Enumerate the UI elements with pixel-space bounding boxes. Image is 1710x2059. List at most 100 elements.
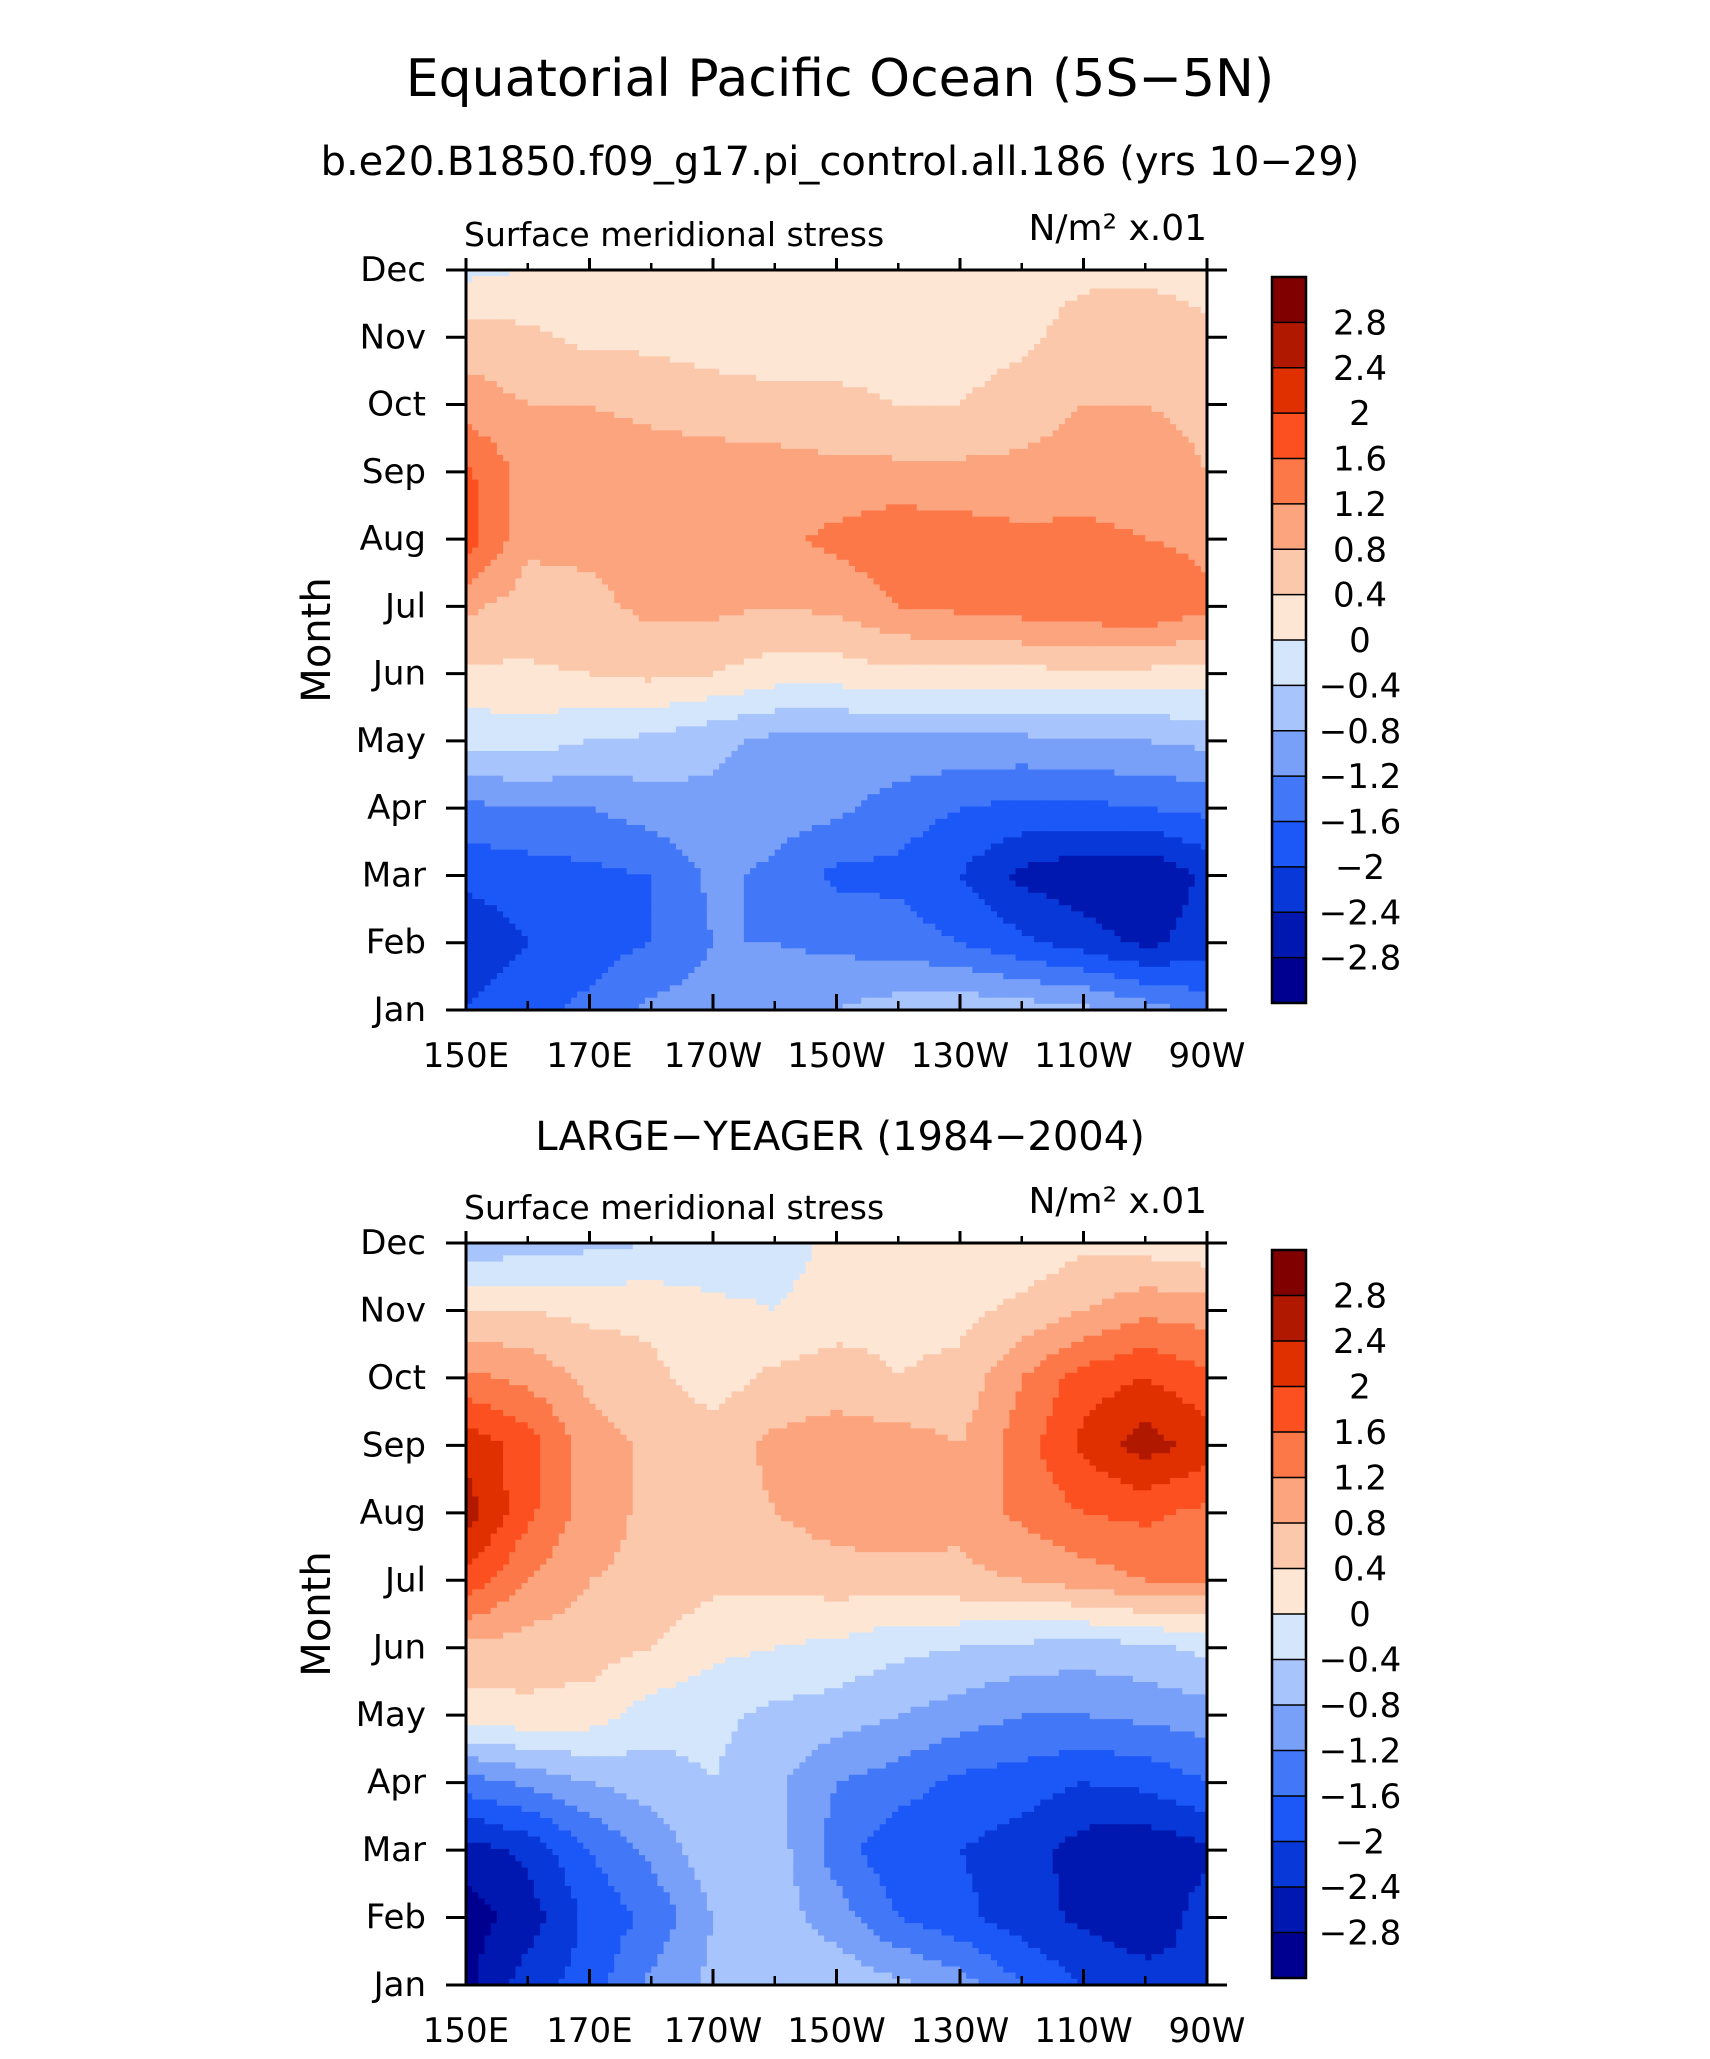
colorbar-swatch: [1272, 1477, 1306, 1524]
colorbar-swatch: [1272, 957, 1306, 1004]
colorbar-swatch: [1272, 866, 1306, 913]
colorbar-label: −2.8: [1319, 939, 1402, 979]
colorbar-label: −2.8: [1319, 1914, 1402, 1954]
x-tick-label: 90W: [1169, 2011, 1246, 2051]
colorbar-swatch: [1272, 730, 1306, 777]
colorbar-label: 1.2: [1333, 1459, 1387, 1499]
colorbar-label: −2.4: [1319, 893, 1402, 933]
colorbar-swatch: [1272, 1841, 1306, 1888]
colorbar-swatch: [1272, 1887, 1306, 1933]
x-tick-label: 110W: [1034, 1036, 1133, 1076]
y-axis-label: Month: [294, 577, 340, 702]
colorbar-label: 0.8: [1333, 530, 1387, 570]
colorbar-swatch: [1272, 1614, 1306, 1660]
colorbar-swatch: [1272, 685, 1306, 732]
contour-field: [466, 270, 1207, 1010]
colorbar-swatch: [1272, 1796, 1306, 1842]
colorbar-swatch: [1272, 277, 1306, 323]
y-tick-label: May: [356, 721, 426, 761]
colorbar-label: 2.4: [1333, 1322, 1387, 1362]
colorbar-swatch: [1272, 549, 1306, 596]
y-tick-label: Sep: [362, 452, 426, 492]
y-tick-label: Jul: [383, 1560, 426, 1600]
x-tick-label: 110W: [1034, 2011, 1133, 2051]
panel-left-label: Surface meridional stress: [464, 1188, 884, 1227]
colorbar-label: −2: [1335, 1823, 1385, 1863]
x-tick-label: 170E: [546, 1036, 632, 1076]
colorbar-swatch: [1272, 1568, 1306, 1615]
colorbar-swatch: [1272, 640, 1306, 686]
panel-2: LARGE−YEAGER (1984−2004) Surface meridion…: [294, 1114, 1401, 2051]
y-tick-label: Apr: [367, 788, 426, 828]
y-tick-label: Jul: [383, 586, 426, 626]
x-tick-label: 170W: [664, 2011, 763, 2051]
y-tick-label: Nov: [360, 317, 426, 357]
colorbar-label: −1.2: [1319, 757, 1402, 797]
colorbar: 2.8 2.4 2 1.6 1.2 0.8 0.4 0 −0.4 −0.8 −1.2 −1.6 −2 −2…: [1270, 1248, 1402, 1980]
colorbar-label: 2: [1349, 1368, 1371, 1408]
colorbar-swatch: [1272, 1705, 1306, 1751]
colorbar-swatch: [1272, 367, 1306, 414]
y-tick-label: Dec: [360, 250, 426, 290]
panel-title: LARGE−YEAGER (1984−2004): [535, 1114, 1145, 1160]
colorbar-swatch: [1272, 413, 1306, 460]
colorbar-swatch: [1272, 458, 1306, 505]
y-tick-label: Mar: [362, 1830, 426, 1870]
colorbar-swatch: [1272, 1750, 1306, 1797]
panel-units-label: N/m² x.01: [1028, 1181, 1207, 1222]
y-tick-label: May: [356, 1695, 426, 1735]
panel-units-label: N/m² x.01: [1028, 208, 1207, 249]
x-tick-label: 170W: [664, 1036, 763, 1076]
y-tick-label: Jan: [372, 1965, 426, 2005]
colorbar-swatch: [1272, 821, 1306, 868]
figure-subtitle: b.e20.B1850.f09_g17.pi_control.all.186 (…: [321, 139, 1360, 185]
colorbar-swatch: [1272, 322, 1306, 369]
colorbar-label: 0.4: [1333, 576, 1387, 616]
panel-left-label: Surface meridional stress: [464, 215, 884, 254]
colorbar-label: 0.4: [1333, 1550, 1387, 1590]
y-tick-label: Sep: [362, 1425, 426, 1465]
colorbar-label: −1.2: [1319, 1732, 1402, 1772]
colorbar-swatch: [1272, 1341, 1306, 1387]
colorbar-swatch: [1272, 776, 1306, 823]
x-tick-label: 150E: [423, 2011, 509, 2051]
panel-1: Surface meridional stress N/m² x.01 150E 17…: [294, 208, 1401, 1076]
x-tick-label: 150W: [787, 1036, 886, 1076]
colorbar-label: 2: [1349, 394, 1371, 434]
colorbar-label: −0.4: [1319, 1641, 1402, 1681]
colorbar-swatch: [1272, 594, 1306, 641]
colorbar-label: −0.4: [1319, 666, 1402, 706]
y-tick-label: Oct: [367, 1358, 426, 1398]
y-tick-label: Dec: [360, 1223, 426, 1263]
y-tick-label: Mar: [362, 855, 426, 895]
colorbar-label: −1.6: [1319, 1777, 1402, 1817]
colorbar-label: 0: [1349, 1595, 1371, 1635]
y-tick-label: Oct: [367, 385, 426, 425]
colorbar-label: 0.8: [1333, 1504, 1387, 1544]
colorbar-label: −0.8: [1319, 1686, 1402, 1726]
x-tick-label: 130W: [911, 2011, 1010, 2051]
colorbar-swatch: [1272, 1523, 1306, 1569]
colorbar-label: −2.4: [1319, 1868, 1402, 1908]
colorbar-label: 2.4: [1333, 349, 1387, 389]
colorbar-label: 2.8: [1333, 303, 1387, 343]
y-tick-label: Aug: [360, 1493, 426, 1533]
colorbar-swatch: [1272, 1932, 1306, 1979]
colorbar-swatch: [1272, 1659, 1306, 1706]
figure-title: Equatorial Pacific Ocean (5S−5N): [406, 49, 1274, 109]
colorbar-label: 1.6: [1333, 440, 1387, 480]
colorbar-label: 1.6: [1333, 1413, 1387, 1453]
contour-field: [466, 1243, 1207, 1985]
x-tick-label: 130W: [911, 1036, 1010, 1076]
y-tick-label: Aug: [360, 519, 426, 559]
x-tick-label: 150E: [423, 1036, 509, 1076]
colorbar-swatch: [1272, 1432, 1306, 1478]
x-tick-label: 90W: [1169, 1036, 1246, 1076]
colorbar-swatch: [1272, 1250, 1306, 1296]
x-tick-label: 170E: [546, 2011, 632, 2051]
colorbar-label: −0.8: [1319, 712, 1402, 752]
y-tick-label: Feb: [366, 1898, 426, 1938]
colorbar: 2.8 2.4 2 1.6 1.2 0.8 0.4 0 −0.4 −0.8 −1.2 −1.6 −2 −2…: [1270, 275, 1402, 1005]
colorbar-label: −2: [1335, 848, 1385, 888]
